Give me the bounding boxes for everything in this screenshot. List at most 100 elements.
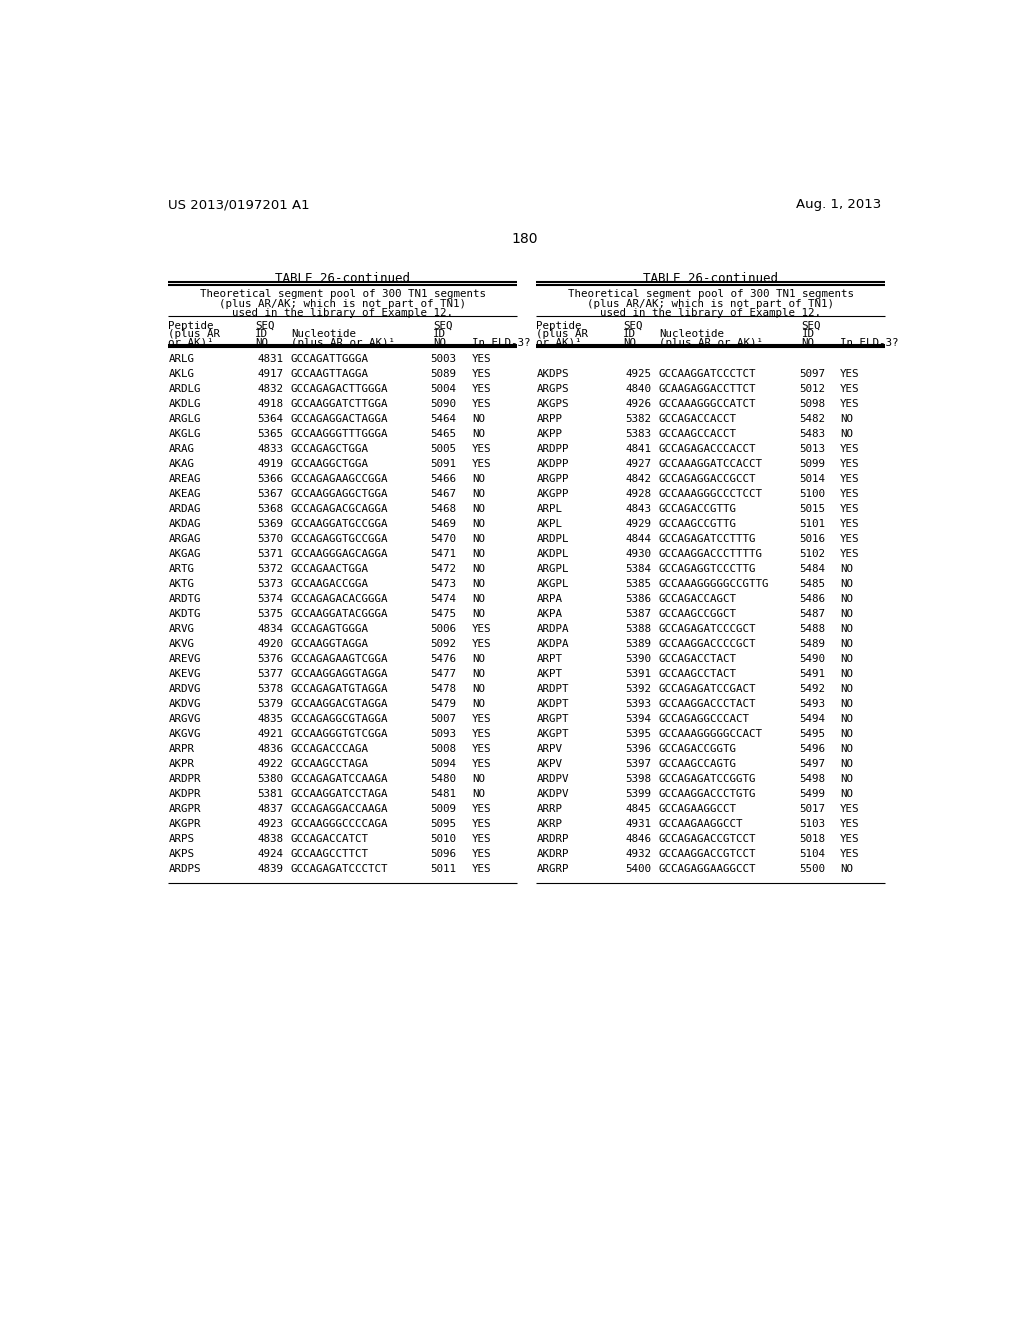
Text: 5381: 5381 <box>257 789 283 800</box>
Text: YES: YES <box>841 399 860 409</box>
Text: ARDPV: ARDPV <box>537 775 569 784</box>
Text: GCCAAGCCTTCT: GCCAAGCCTTCT <box>291 850 369 859</box>
Text: YES: YES <box>841 834 860 845</box>
Text: GCCAGAGGCGTAGGA: GCCAGAGGCGTAGGA <box>291 714 388 725</box>
Text: NO: NO <box>472 429 485 440</box>
Text: NO: NO <box>841 865 853 874</box>
Text: NO: NO <box>472 564 485 574</box>
Text: AKGPR: AKGPR <box>168 820 201 829</box>
Text: 5014: 5014 <box>799 474 824 484</box>
Text: AKTG: AKTG <box>168 579 195 589</box>
Text: 5495: 5495 <box>799 730 824 739</box>
Text: ARVG: ARVG <box>168 624 195 634</box>
Text: 5101: 5101 <box>799 519 824 529</box>
Text: 5378: 5378 <box>257 684 283 694</box>
Text: NO: NO <box>472 535 485 544</box>
Text: GCCAGAGATCCAAGA: GCCAGAGATCCAAGA <box>291 775 388 784</box>
Text: 4920: 4920 <box>257 639 283 649</box>
Text: US 2013/0197201 A1: US 2013/0197201 A1 <box>168 198 310 211</box>
Text: ARDPA: ARDPA <box>537 624 569 634</box>
Text: 5372: 5372 <box>257 564 283 574</box>
Text: ARDTG: ARDTG <box>168 594 201 605</box>
Text: NO: NO <box>472 474 485 484</box>
Text: 4932: 4932 <box>625 850 651 859</box>
Text: NO: NO <box>841 414 853 424</box>
Text: 5391: 5391 <box>625 669 651 680</box>
Text: 5385: 5385 <box>625 579 651 589</box>
Text: 4930: 4930 <box>625 549 651 560</box>
Text: 5094: 5094 <box>431 759 457 770</box>
Text: ARAG: ARAG <box>168 444 195 454</box>
Text: TABLE 26-continued: TABLE 26-continued <box>275 272 411 285</box>
Text: GCCAAAGGATCCACCT: GCCAAAGGATCCACCT <box>658 459 763 469</box>
Text: YES: YES <box>841 804 860 814</box>
Text: YES: YES <box>472 444 492 454</box>
Text: Aug. 1, 2013: Aug. 1, 2013 <box>796 198 882 211</box>
Text: 5479: 5479 <box>431 700 457 709</box>
Text: 4834: 4834 <box>257 624 283 634</box>
Text: 5494: 5494 <box>799 714 824 725</box>
Text: 5095: 5095 <box>431 820 457 829</box>
Text: ARDPL: ARDPL <box>537 535 569 544</box>
Text: YES: YES <box>472 834 492 845</box>
Text: AKDPT: AKDPT <box>537 700 569 709</box>
Text: 4831: 4831 <box>257 354 283 364</box>
Text: GCCAGAGATCCGACT: GCCAGAGATCCGACT <box>658 684 757 694</box>
Text: 5097: 5097 <box>799 370 824 379</box>
Text: 5367: 5367 <box>257 490 283 499</box>
Text: 5400: 5400 <box>625 865 651 874</box>
Text: AKDPR: AKDPR <box>168 789 201 800</box>
Text: 5490: 5490 <box>799 655 824 664</box>
Text: 5484: 5484 <box>799 564 824 574</box>
Text: 5011: 5011 <box>431 865 457 874</box>
Text: GCCAGAGATCCCGCT: GCCAGAGATCCCGCT <box>658 624 757 634</box>
Text: 4929: 4929 <box>625 519 651 529</box>
Text: 5009: 5009 <box>431 804 457 814</box>
Text: 5016: 5016 <box>799 535 824 544</box>
Text: GCCAGAGATCCGGTG: GCCAGAGATCCGGTG <box>658 775 757 784</box>
Text: 5467: 5467 <box>431 490 457 499</box>
Text: 4836: 4836 <box>257 744 283 754</box>
Text: GCCAGAGCTGGA: GCCAGAGCTGGA <box>291 444 369 454</box>
Text: 5377: 5377 <box>257 669 283 680</box>
Text: YES: YES <box>472 354 492 364</box>
Text: ARGPL: ARGPL <box>537 564 569 574</box>
Text: 5396: 5396 <box>625 744 651 754</box>
Text: YES: YES <box>841 820 860 829</box>
Text: YES: YES <box>472 384 492 393</box>
Text: ARDVG: ARDVG <box>168 684 201 694</box>
Text: GCCAAGGACGTAGGA: GCCAAGGACGTAGGA <box>291 700 388 709</box>
Text: 5473: 5473 <box>431 579 457 589</box>
Text: 5382: 5382 <box>625 414 651 424</box>
Text: AKGPP: AKGPP <box>537 490 569 499</box>
Text: GCCAGAGATCCTTTG: GCCAGAGATCCTTTG <box>658 535 757 544</box>
Text: SEQ: SEQ <box>624 321 643 331</box>
Text: YES: YES <box>472 639 492 649</box>
Text: YES: YES <box>472 730 492 739</box>
Text: GCCAGAGGACCGCCT: GCCAGAGGACCGCCT <box>658 474 757 484</box>
Text: GCCAAGGGTGTCGGA: GCCAAGGGTGTCGGA <box>291 730 388 739</box>
Text: GCCAAGGATCTTGGA: GCCAAGGATCTTGGA <box>291 399 388 409</box>
Text: YES: YES <box>472 744 492 754</box>
Text: 5380: 5380 <box>257 775 283 784</box>
Text: AKDTG: AKDTG <box>168 610 201 619</box>
Text: 5371: 5371 <box>257 549 283 560</box>
Text: 4923: 4923 <box>257 820 283 829</box>
Text: 4840: 4840 <box>625 384 651 393</box>
Text: GCCAGACCACCT: GCCAGACCACCT <box>658 414 737 424</box>
Text: 5091: 5091 <box>431 459 457 469</box>
Text: 5100: 5100 <box>799 490 824 499</box>
Text: 5005: 5005 <box>431 444 457 454</box>
Text: 4845: 4845 <box>625 804 651 814</box>
Text: ARGPR: ARGPR <box>168 804 201 814</box>
Text: AREVG: AREVG <box>168 655 201 664</box>
Text: NO: NO <box>841 610 853 619</box>
Text: 5483: 5483 <box>799 429 824 440</box>
Text: YES: YES <box>472 804 492 814</box>
Text: NO: NO <box>472 610 485 619</box>
Text: ARDPP: ARDPP <box>537 444 569 454</box>
Text: GCCAAGGACCCTTTTG: GCCAAGGACCCTTTTG <box>658 549 763 560</box>
Text: AKPT: AKPT <box>537 669 562 680</box>
Text: 5384: 5384 <box>625 564 651 574</box>
Text: TABLE 26-continued: TABLE 26-continued <box>643 272 778 285</box>
